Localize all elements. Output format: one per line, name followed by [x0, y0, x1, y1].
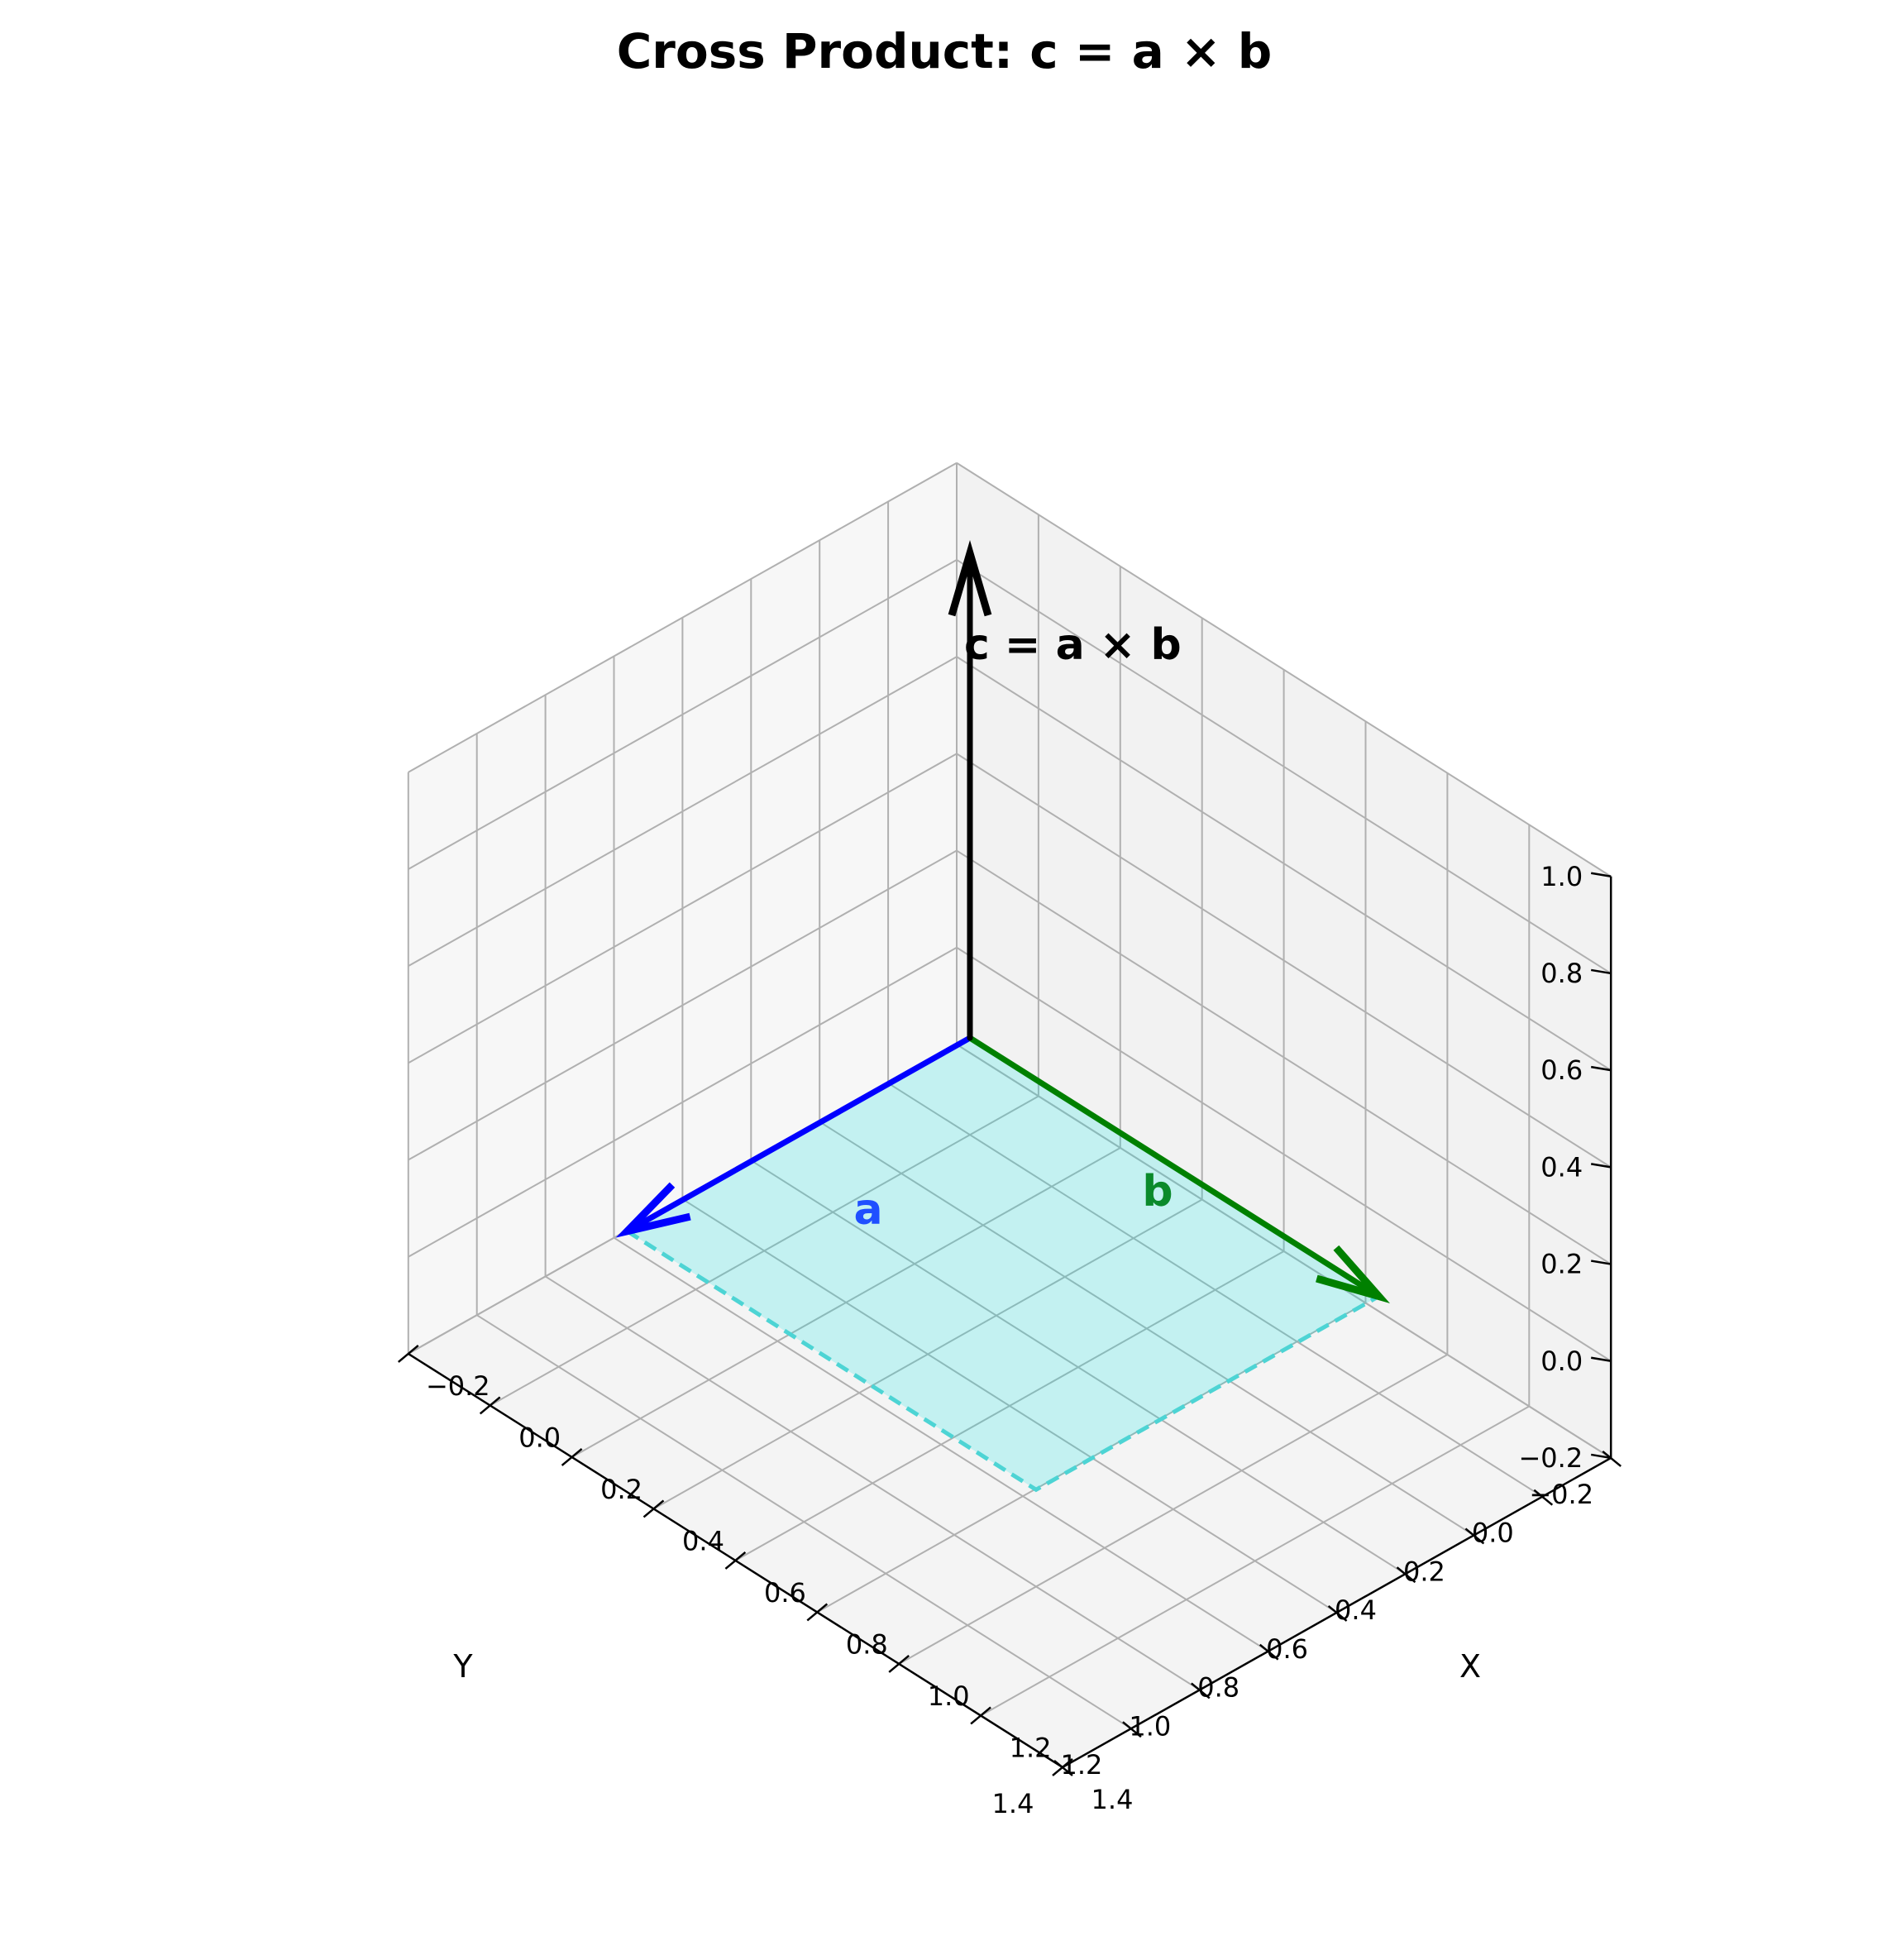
x-tick-label: 0.2	[600, 1474, 642, 1505]
x-tick	[642, 1499, 665, 1518]
grid-wall-z-left	[956, 753, 1612, 1169]
y-tick-label: 0.4	[1335, 1594, 1377, 1626]
grid-wall-z-right	[408, 461, 958, 773]
grid-floor-y	[545, 1275, 1201, 1691]
y-tick	[1464, 1527, 1485, 1545]
vector-arrowhead	[1316, 1245, 1390, 1304]
grid-wall-z-right	[408, 656, 958, 968]
parallelogram	[626, 1038, 1380, 1493]
chart-title: Cross Product: c = a × b	[617, 23, 1273, 79]
vector-2	[948, 540, 992, 1041]
x-tick	[970, 1706, 991, 1725]
x-tick	[806, 1603, 829, 1622]
vector-shaft	[624, 1035, 973, 1235]
x-tick-label: 1.0	[928, 1680, 970, 1712]
vector-0	[615, 1035, 973, 1238]
x-tick-label: 0.4	[682, 1525, 724, 1556]
y-axis-label: Y	[452, 1648, 473, 1685]
vector-shaft	[967, 1035, 1382, 1299]
x-tick	[561, 1447, 583, 1466]
y-tick-label: 1.0	[1129, 1710, 1171, 1742]
y-tick	[1053, 1759, 1073, 1776]
z-tick	[1590, 1065, 1612, 1072]
y-tick	[1191, 1682, 1211, 1699]
grid-wall-z-right	[408, 849, 958, 1161]
grid-wall-z-left	[956, 946, 1612, 1362]
y-tick-label: 1.2	[1060, 1749, 1102, 1781]
z-tick-label: 0.6	[1540, 1054, 1583, 1086]
x-tick	[724, 1551, 747, 1570]
x-tick	[888, 1654, 910, 1673]
grid-wall-z-left	[956, 656, 1612, 1071]
grid-wall-z-left	[956, 1044, 1612, 1459]
x-tick-label: 0.8	[846, 1628, 888, 1660]
tick-labels: −0.20.00.20.40.60.81.01.21.4−0.20.00.20.…	[426, 861, 1593, 1819]
y-tick-label: 1.4	[992, 1788, 1034, 1819]
grid-floor-y	[681, 1198, 1338, 1613]
z-tick	[1590, 1356, 1612, 1362]
z-tick	[1590, 1260, 1612, 1265]
vector-label: c = a × b	[964, 620, 1182, 670]
grid-wall-z-left	[956, 461, 1612, 877]
grid-floor-y	[476, 1314, 1132, 1730]
x-tick-label: 0.6	[764, 1577, 806, 1609]
parallelogram-edge	[626, 1229, 1380, 1493]
x-tick	[397, 1344, 419, 1363]
x-tick-label: 1.4	[1091, 1784, 1134, 1815]
z-tick-label: −0.2	[1518, 1442, 1583, 1474]
z-tick-label: 0.0	[1540, 1346, 1583, 1377]
vector-arrowhead	[615, 1182, 691, 1238]
axis-lines	[397, 872, 1622, 1776]
y-tick	[1396, 1566, 1416, 1584]
z-tick	[1590, 1163, 1612, 1169]
y-tick-label: 0.0	[1472, 1518, 1514, 1549]
y-tick	[1602, 1450, 1622, 1467]
grid-wall-z-left	[956, 559, 1612, 974]
grid-wall-z-right	[408, 946, 958, 1258]
grid-wall-z-right	[408, 753, 958, 1064]
z-tick	[1590, 968, 1612, 975]
vectors: a b c = a × b	[615, 540, 1390, 1304]
y-tick-label: −0.2	[1529, 1479, 1593, 1510]
z-tick-label: 0.8	[1540, 958, 1583, 989]
parallelogram-fill	[627, 1038, 1379, 1490]
y-tick	[1259, 1643, 1279, 1661]
x-tick	[479, 1396, 501, 1415]
vector-label: a	[853, 1185, 882, 1235]
x-axis-label: X	[1459, 1648, 1481, 1685]
vector-arrowhead	[948, 540, 992, 617]
vector-1	[967, 1035, 1390, 1304]
x-tick-label: 1.2	[1010, 1732, 1052, 1763]
grid-floor-y	[819, 1121, 1474, 1537]
grid-floor-y	[613, 1236, 1269, 1652]
grid-floor-y	[750, 1159, 1407, 1575]
vector-label: b	[1142, 1167, 1173, 1217]
z-tick	[1590, 1453, 1612, 1460]
z-tick-label: 0.2	[1540, 1249, 1583, 1280]
z-tick	[1590, 872, 1612, 877]
grid-wall-z-right	[408, 559, 958, 870]
z-tick-label: 0.4	[1540, 1151, 1583, 1183]
grid-wall-z-left	[956, 849, 1612, 1265]
y-tick	[1533, 1489, 1554, 1506]
grid-floor-y	[887, 1082, 1543, 1498]
y-tick-label: 0.2	[1403, 1556, 1445, 1587]
y-tick-label: 0.8	[1197, 1672, 1239, 1704]
y-tick-label: 0.6	[1266, 1633, 1308, 1665]
y-tick	[1327, 1604, 1348, 1622]
y-tick	[1122, 1721, 1142, 1738]
z-tick-label: 1.0	[1540, 861, 1583, 892]
x-tick-label: −0.2	[426, 1370, 490, 1402]
x-tick-label: 0.0	[518, 1422, 561, 1453]
